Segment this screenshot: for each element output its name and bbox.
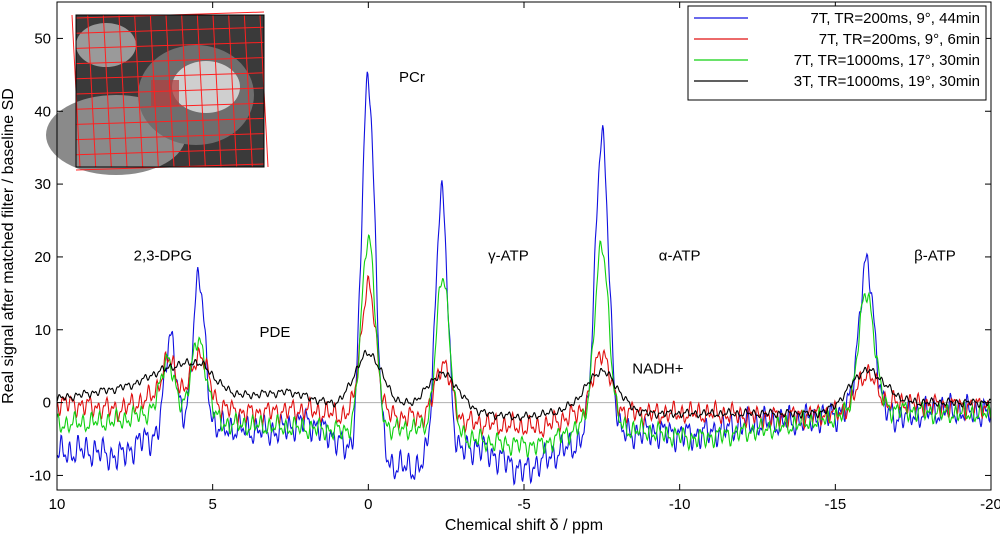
peak-annotation: PDE (260, 324, 291, 341)
inset-grid-line (87, 14, 97, 168)
series-line (57, 349, 991, 421)
inset-grid-line (75, 133, 265, 141)
legend-label: 7T, TR=200ms, 9°, 6min (819, 31, 980, 48)
series-line (57, 274, 991, 439)
inset-frame (75, 14, 265, 168)
y-tick-label: 30 (34, 176, 51, 193)
y-tick-label: 0 (43, 395, 51, 412)
inset-grid-line (134, 14, 144, 168)
y-tick-label: -10 (29, 467, 51, 484)
peak-annotation: β-ATP (914, 248, 956, 265)
x-tick-label: -10 (669, 496, 691, 513)
peak-annotation: NADH+ (632, 360, 684, 377)
x-tick-label: -15 (824, 496, 846, 513)
x-tick-label: 10 (49, 496, 66, 513)
series-line (57, 234, 991, 458)
inset-grid-line (75, 72, 265, 80)
inset-voxel (151, 80, 179, 106)
inset-grid-line (118, 14, 128, 168)
peak-annotation: α-ATP (659, 248, 701, 265)
x-tick-label: 5 (208, 496, 216, 513)
inset-grid-line (75, 87, 265, 95)
y-tick-label: 50 (34, 30, 51, 47)
legend-label: 3T, TR=1000ms, 19°, 30min (794, 73, 980, 90)
inset-grid-line (196, 14, 206, 168)
x-axis-title: Chemical shift δ / ppm (445, 517, 603, 534)
x-tick-label: 0 (364, 496, 372, 513)
peak-annotation: γ-ATP (488, 248, 529, 265)
series-layer (57, 71, 991, 486)
inset-grid-line (75, 57, 265, 65)
legend-label: 7T, TR=1000ms, 17°, 30min (794, 52, 980, 69)
y-tick-label: 10 (34, 322, 51, 339)
y-tick-label: 20 (34, 249, 51, 266)
x-tick-label: -5 (517, 496, 530, 513)
series-line (57, 71, 991, 486)
legend-box (687, 5, 987, 101)
peak-annotation: 2,3-DPG (134, 248, 192, 265)
inset-grid-line (75, 26, 265, 34)
inset-grid-line (212, 14, 222, 168)
peak-annotation: PCr (399, 69, 425, 86)
y-tick-label: 40 (34, 103, 51, 120)
inset-grid-line (243, 14, 253, 168)
inset-grid-line (75, 102, 265, 110)
inset-grid-line (75, 148, 265, 156)
inset-grid-line (102, 14, 112, 168)
legend-label: 7T, TR=200ms, 9°, 44min (810, 10, 980, 27)
inset-mri-image (46, 11, 269, 175)
inset-grid-line (75, 41, 265, 49)
x-tick-label: -20 (980, 496, 1000, 513)
legend: 7T, TR=200ms, 9°, 44min 7T, TR=200ms, 9°,… (687, 5, 987, 101)
y-axis-title: Real signal after matched filter / basel… (0, 88, 17, 404)
inset-grid-line (75, 117, 265, 125)
inset-grid-line (228, 14, 238, 168)
peak-annotations: PCr 2,3-DPG PDE γ-ATP α-ATP NADH+ β-ATP (134, 69, 956, 377)
